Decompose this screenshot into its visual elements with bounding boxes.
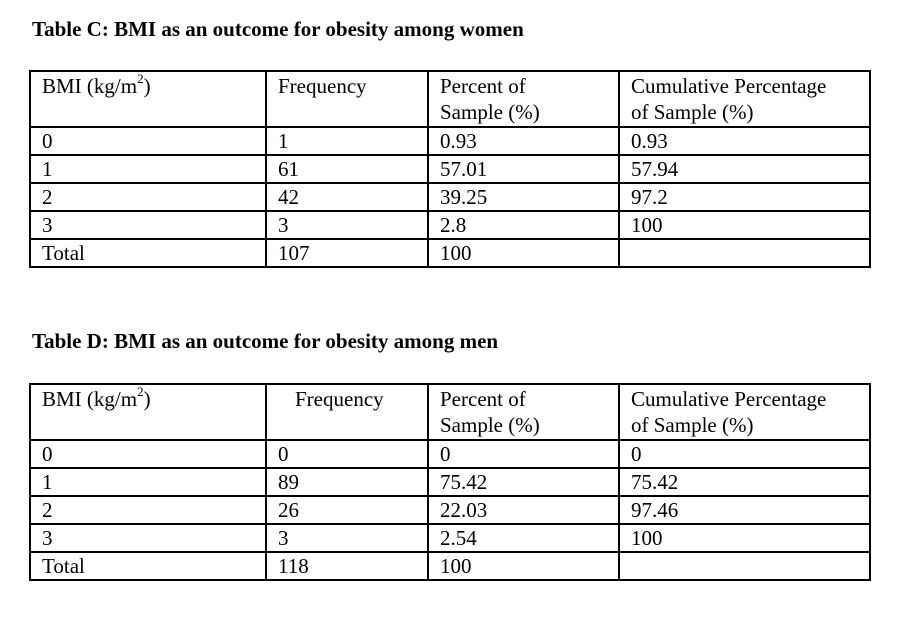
cumulative-cell: 75.42 [618,467,871,497]
bmi-cell: Total [29,551,267,581]
bmi-cell: 2 [29,495,267,525]
cumulative-cell [618,551,871,581]
percent-cell: 22.03 [427,495,620,525]
frequency-cell: 89 [265,467,429,497]
table-row: Total 118 100 [29,551,871,581]
table-c: BMI (kg/m2) Frequency Percent of Sample (… [29,70,871,268]
cumulative-header: Cumulative Percentage of Sample (%) [618,70,871,128]
frequency-cell: 42 [265,182,429,212]
cumulative-cell [618,238,871,268]
table-row: Total 107 100 [29,238,871,268]
frequency-header: Frequency [265,70,429,128]
table-row: 1 61 57.01 57.94 [29,154,871,184]
table-header-row: BMI (kg/m2) Frequency Percent of Sample (… [29,383,871,441]
bmi-cell: 0 [29,126,267,156]
frequency-cell: 1 [265,126,429,156]
bmi-cell: 1 [29,467,267,497]
percent-header: Percent of Sample (%) [427,383,620,441]
percent-cell: 2.8 [427,210,620,240]
bmi-header: BMI (kg/m2) [29,70,267,128]
table-row: 2 26 22.03 97.46 [29,495,871,525]
bmi-cell: Total [29,238,267,268]
percent-header: Percent of Sample (%) [427,70,620,128]
table-row: 1 89 75.42 75.42 [29,467,871,497]
percent-cell: 0 [427,439,620,469]
bmi-cell: 3 [29,523,267,553]
cumulative-cell: 0 [618,439,871,469]
cumulative-cell: 97.46 [618,495,871,525]
bmi-cell: 0 [29,439,267,469]
frequency-cell: 107 [265,238,429,268]
frequency-cell: 3 [265,210,429,240]
cumulative-cell: 0.93 [618,126,871,156]
table-row: 2 42 39.25 97.2 [29,182,871,212]
cumulative-cell: 100 [618,210,871,240]
percent-cell: 100 [427,551,620,581]
table-row: 3 3 2.54 100 [29,523,871,553]
percent-cell: 0.93 [427,126,620,156]
frequency-cell: 3 [265,523,429,553]
cumulative-header: Cumulative Percentage of Sample (%) [618,383,871,441]
cumulative-cell: 100 [618,523,871,553]
percent-cell: 75.42 [427,467,620,497]
table-d: BMI (kg/m2) Frequency Percent of Sample (… [29,383,871,581]
table-c-caption: Table C: BMI as an outcome for obesity a… [32,17,524,41]
percent-cell: 100 [427,238,620,268]
frequency-cell: 61 [265,154,429,184]
frequency-cell: 0 [265,439,429,469]
percent-cell: 57.01 [427,154,620,184]
bmi-cell: 1 [29,154,267,184]
percent-cell: 2.54 [427,523,620,553]
frequency-cell: 118 [265,551,429,581]
frequency-header: Frequency [265,383,429,441]
table-d-caption: Table D: BMI as an outcome for obesity a… [32,329,499,353]
frequency-cell: 26 [265,495,429,525]
table-header-row: BMI (kg/m2) Frequency Percent of Sample (… [29,70,871,128]
bmi-header: BMI (kg/m2) [29,383,267,441]
cumulative-cell: 97.2 [618,182,871,212]
table-row: 3 3 2.8 100 [29,210,871,240]
bmi-cell: 3 [29,210,267,240]
cumulative-cell: 57.94 [618,154,871,184]
bmi-cell: 2 [29,182,267,212]
table-row: 0 1 0.93 0.93 [29,126,871,156]
percent-cell: 39.25 [427,182,620,212]
